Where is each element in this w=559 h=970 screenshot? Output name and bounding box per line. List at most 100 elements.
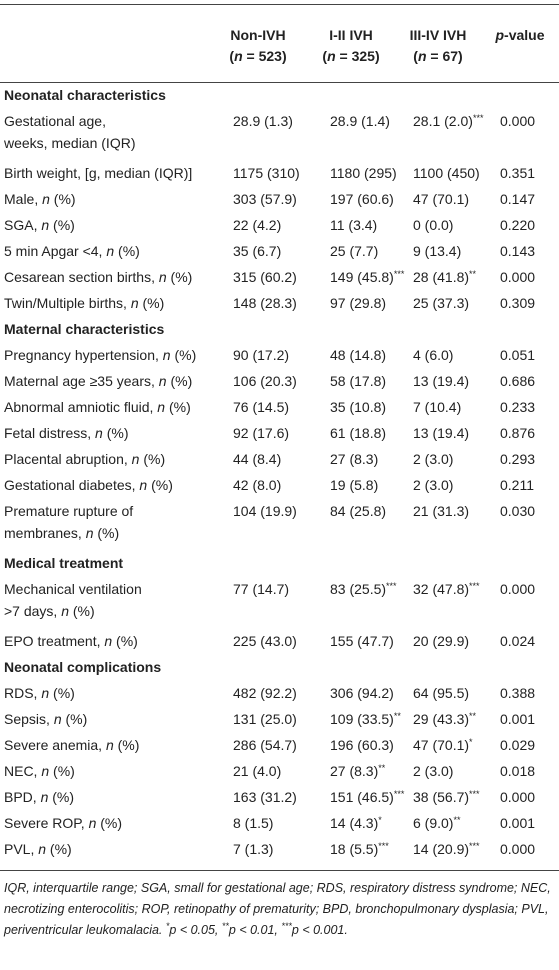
header-rule bbox=[0, 82, 559, 83]
cell: 90 (17.2) bbox=[233, 347, 290, 363]
p-value: 0.876 bbox=[500, 425, 536, 441]
p-value: 0.030 bbox=[500, 503, 536, 519]
cell: 77 (14.7) bbox=[233, 581, 290, 597]
row-label: Male, n (%) bbox=[4, 191, 76, 207]
row-label: >7 days, n (%) bbox=[4, 603, 95, 619]
cell: 1175 (310) bbox=[233, 165, 300, 181]
p-value: 0.233 bbox=[500, 399, 536, 415]
cell: 35 (6.7) bbox=[233, 243, 282, 259]
cell: 151 (46.5)*** bbox=[330, 789, 405, 805]
row-label: Gestational diabetes, n (%) bbox=[4, 477, 173, 493]
p-value: 0.351 bbox=[500, 165, 536, 181]
p-value: 0.029 bbox=[500, 737, 536, 753]
bottom-rule bbox=[0, 870, 559, 871]
cell: 163 (31.2) bbox=[233, 789, 297, 805]
cell: 14 (4.3)* bbox=[330, 815, 382, 831]
cell: 109 (33.5)** bbox=[330, 711, 401, 727]
p-value: 0.000 bbox=[500, 841, 536, 857]
cell: 315 (60.2) bbox=[233, 269, 297, 285]
cell: 32 (47.8)*** bbox=[413, 581, 480, 597]
cell: 92 (17.6) bbox=[233, 425, 290, 441]
p-value: 0.000 bbox=[500, 581, 536, 597]
cell: 28.1 (2.0)*** bbox=[413, 113, 484, 129]
p-value: 0.001 bbox=[500, 711, 536, 727]
row-label: Mechanical ventilation bbox=[4, 581, 142, 597]
cell: 1180 (295) bbox=[330, 165, 397, 181]
row-label: Sepsis, n (%) bbox=[4, 711, 88, 727]
column-n: (n = 325) bbox=[322, 48, 380, 64]
cell: 306 (94.2) bbox=[330, 685, 394, 701]
cell: 27 (8.3)** bbox=[330, 763, 386, 779]
p-value: 0.309 bbox=[500, 295, 536, 311]
cell: 58 (17.8) bbox=[330, 373, 387, 389]
row-label: BPD, n (%) bbox=[4, 789, 75, 805]
column-header: I-II IVH bbox=[329, 27, 373, 43]
cell: 13 (19.4) bbox=[413, 425, 470, 441]
row-label: NEC, n (%) bbox=[4, 763, 75, 779]
p-value: 0.018 bbox=[500, 763, 536, 779]
cell: 28.9 (1.4) bbox=[330, 113, 390, 129]
row-label: Fetal distress, n (%) bbox=[4, 425, 129, 441]
p-value: 0.000 bbox=[500, 269, 536, 285]
cell: 29 (43.3)** bbox=[413, 711, 477, 727]
cell: 2 (3.0) bbox=[413, 451, 454, 467]
row-label: RDS, n (%) bbox=[4, 685, 75, 701]
cell: 76 (14.5) bbox=[233, 399, 290, 415]
row-label: Abnormal amniotic fluid, n (%) bbox=[4, 399, 191, 415]
p-value: 0.686 bbox=[500, 373, 536, 389]
cell: 19 (5.8) bbox=[330, 477, 379, 493]
cell: 197 (60.6) bbox=[330, 191, 394, 207]
p-value: 0.143 bbox=[500, 243, 536, 259]
cell: 25 (37.3) bbox=[413, 295, 470, 311]
row-label: Birth weight, [g, median (IQR)] bbox=[4, 165, 193, 181]
cell: 64 (95.5) bbox=[413, 685, 470, 701]
top-rule bbox=[0, 4, 559, 5]
cell: 47 (70.1) bbox=[413, 191, 470, 207]
cell: 18 (5.5)*** bbox=[330, 841, 389, 857]
row-label: PVL, n (%) bbox=[4, 841, 72, 857]
p-value: 0.000 bbox=[500, 113, 536, 129]
cell: 13 (19.4) bbox=[413, 373, 470, 389]
p-value: 0.051 bbox=[500, 347, 536, 363]
cell: 38 (56.7)*** bbox=[413, 789, 480, 805]
row-label: Twin/Multiple births, n (%) bbox=[4, 295, 165, 311]
cell: 44 (8.4) bbox=[233, 451, 282, 467]
cell: 286 (54.7) bbox=[233, 737, 297, 753]
row-label: EPO treatment, n (%) bbox=[4, 633, 138, 649]
cell: 47 (70.1)* bbox=[413, 737, 473, 753]
cell: 104 (19.9) bbox=[233, 503, 297, 519]
column-header: III-IV IVH bbox=[409, 27, 467, 43]
p-value: 0.024 bbox=[500, 633, 536, 649]
cell: 7 (1.3) bbox=[233, 841, 274, 857]
row-label: membranes, n (%) bbox=[4, 525, 120, 541]
p-value: 0.211 bbox=[500, 477, 534, 493]
cell: 1100 (450) bbox=[413, 165, 480, 181]
p-value: 0.000 bbox=[500, 789, 536, 805]
row-label: weeks, median (IQR) bbox=[4, 135, 136, 151]
row-label: 5 min Apgar <4, n (%) bbox=[4, 243, 140, 259]
row-label: Severe anemia, n (%) bbox=[4, 737, 140, 753]
cell: 42 (8.0) bbox=[233, 477, 282, 493]
row-label: Premature rupture of bbox=[4, 503, 134, 519]
column-header: p-value bbox=[495, 27, 545, 43]
row-label: Gestational age, bbox=[4, 113, 106, 129]
section-title: Neonatal complications bbox=[4, 659, 162, 675]
section-title: Maternal characteristics bbox=[4, 321, 165, 337]
row-label: SGA, n (%) bbox=[4, 217, 75, 233]
cell: 4 (6.0) bbox=[413, 347, 454, 363]
cell: 20 (29.9) bbox=[413, 633, 470, 649]
column-header: Non-IVH bbox=[230, 27, 286, 43]
column-n: (n = 523) bbox=[229, 48, 287, 64]
cell: 196 (60.3) bbox=[330, 737, 394, 753]
cell: 11 (3.4) bbox=[330, 217, 378, 233]
cell: 482 (92.2) bbox=[233, 685, 297, 701]
cell: 2 (3.0) bbox=[413, 477, 454, 493]
cell: 97 (29.8) bbox=[330, 295, 387, 311]
cell: 22 (4.2) bbox=[233, 217, 282, 233]
cell: 35 (10.8) bbox=[330, 399, 387, 415]
row-label: Maternal age ≥35 years, n (%) bbox=[4, 373, 193, 389]
cell: 0 (0.0) bbox=[413, 217, 454, 233]
cell: 7 (10.4) bbox=[413, 399, 462, 415]
cell: 9 (13.4) bbox=[413, 243, 462, 259]
